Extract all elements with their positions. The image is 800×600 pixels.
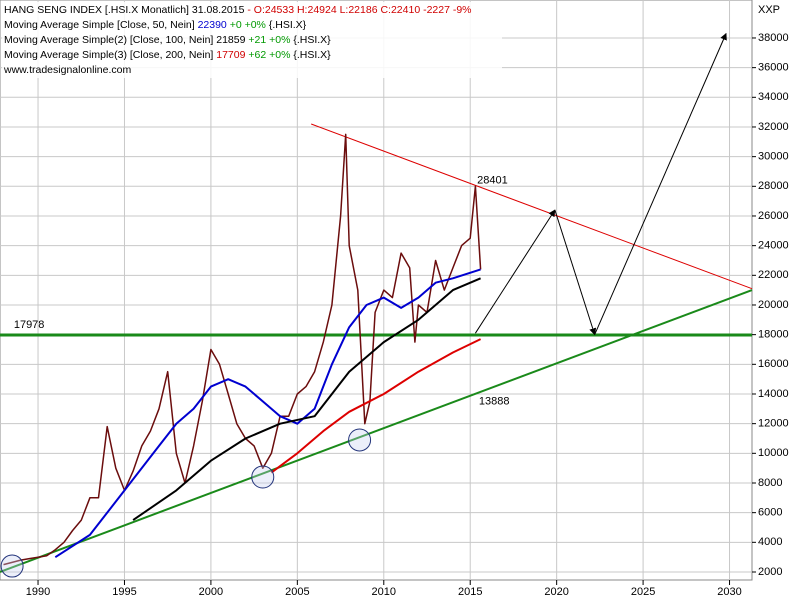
header-text: - O:24533 H:24924 L:22186 C:22410 -2227 …	[247, 4, 471, 16]
trend-line	[0, 289, 753, 573]
y-tick-label: 10000	[758, 447, 789, 459]
header-text: Moving Average Simple [Close, 50, Nein]	[4, 19, 198, 31]
header-text: Moving Average Simple(3) [Close, 200, Ne…	[4, 49, 216, 61]
x-tick-label: 2005	[285, 586, 309, 598]
highlight-circle	[348, 428, 372, 452]
y-tick-label: 32000	[758, 121, 789, 133]
header-text: HANG SENG INDEX [.HSI.X Monatlich] 31.08…	[4, 4, 247, 16]
y-tick-label: 6000	[758, 507, 782, 519]
y-tick-label: 18000	[758, 329, 789, 341]
y-tick-label: 34000	[758, 91, 789, 103]
x-tick-label: 2025	[631, 586, 655, 598]
y-tick-label: 20000	[758, 299, 789, 311]
axis-unit: XXP	[758, 4, 780, 16]
y-tick-label: 4000	[758, 536, 782, 548]
header-text: +21 +0%	[245, 34, 290, 46]
header-line: HANG SENG INDEX [.HSI.X Monatlich] 31.08…	[4, 4, 472, 16]
y-tick-label: 30000	[758, 151, 789, 163]
x-tick-label: 2030	[717, 586, 741, 598]
trend-line	[311, 123, 753, 290]
header-line: www.tradesignalonline.com	[3, 64, 131, 76]
annotation: 28401	[477, 174, 508, 186]
y-tick-label: 24000	[758, 240, 789, 252]
arrow	[474, 209, 556, 334]
x-tick-label: 2000	[199, 586, 223, 598]
header-line: Moving Average Simple [Close, 50, Nein] …	[4, 19, 307, 31]
annotation: 17978	[14, 319, 45, 331]
y-tick-label: 2000	[758, 566, 782, 578]
header-line: Moving Average Simple(3) [Close, 200, Ne…	[4, 49, 331, 61]
header-text: 17709	[216, 49, 245, 61]
header-bg	[2, 2, 502, 78]
header-line: Moving Average Simple(2) [Close, 100, Ne…	[4, 34, 331, 46]
highlight-circle	[251, 465, 275, 489]
highlight-circle	[0, 554, 24, 578]
series-line	[132, 277, 481, 521]
y-tick-label: 14000	[758, 388, 789, 400]
y-tick-label: 26000	[758, 210, 789, 222]
y-tick-label: 28000	[758, 180, 789, 192]
y-tick-label: 36000	[758, 62, 789, 74]
y-tick-label: 12000	[758, 418, 789, 430]
x-tick-label: 1995	[112, 586, 136, 598]
y-tick-label: 16000	[758, 358, 789, 370]
plot-area	[0, 0, 753, 581]
series-line	[3, 133, 482, 566]
arrow	[554, 209, 597, 336]
y-tick-label: 22000	[758, 269, 789, 281]
header-text: {.HSI.X}	[290, 49, 331, 61]
x-tick-label: 2015	[458, 586, 482, 598]
header-text: +0 +0%	[227, 19, 266, 31]
y-tick-label: 38000	[758, 32, 789, 44]
arrow	[594, 32, 727, 335]
header-text: +62 +0%	[245, 49, 290, 61]
header-text: {.HSI.X}	[266, 19, 307, 31]
annotation: 13888	[479, 395, 510, 407]
series-line	[54, 268, 481, 559]
header-text: www.tradesignalonline.com	[3, 64, 131, 76]
x-tick-label: 1990	[26, 586, 50, 598]
y-tick-label: 8000	[758, 477, 782, 489]
header-text: {.HSI.X}	[290, 34, 331, 46]
header-text: 22390	[198, 19, 227, 31]
header-text: Moving Average Simple(2) [Close, 100, Ne…	[4, 34, 246, 46]
x-tick-label: 2020	[544, 586, 568, 598]
x-tick-label: 2010	[372, 586, 396, 598]
series-line	[270, 338, 482, 474]
